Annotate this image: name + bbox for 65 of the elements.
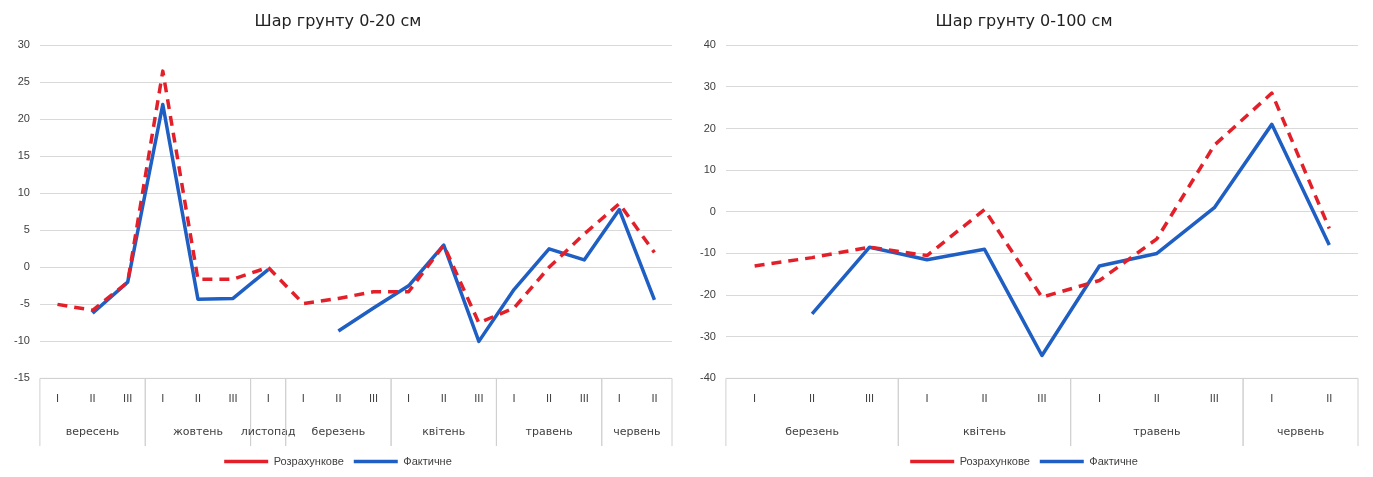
x-tick-label: II	[1326, 392, 1333, 405]
x-tick-label: III	[1037, 392, 1047, 405]
x-tick-label: I	[407, 392, 411, 405]
y-tick-label: 15	[17, 149, 30, 162]
x-tick-label: II	[89, 392, 96, 405]
legend-label: Розрахункове	[959, 454, 1030, 467]
x-tick-label: I	[161, 392, 165, 405]
x-tick-label: III	[579, 392, 589, 405]
x-tick-label: I	[1270, 392, 1274, 405]
text: травень	[1133, 424, 1181, 438]
chart-title: Шар грунту 0-100 см	[935, 10, 1113, 30]
text: червень	[613, 424, 661, 438]
y-tick-label: -40	[699, 371, 716, 384]
x-tick-label: I	[301, 392, 305, 405]
x-tick-label: I	[753, 392, 757, 405]
y-tick-label: 30	[17, 38, 30, 51]
x-tick-label: II	[546, 392, 553, 405]
y-tick-label: -10	[699, 246, 716, 259]
y-tick-label: 5	[23, 223, 30, 236]
legend-label: Розрахункове	[273, 454, 344, 467]
y-tick-label: 30	[703, 79, 716, 92]
x-tick-label: II	[194, 392, 201, 405]
y-tick-label: -10	[13, 334, 30, 347]
text: червень	[1276, 424, 1325, 438]
x-tick-label: II	[335, 392, 342, 405]
y-tick-label: 20	[17, 112, 30, 125]
chart-title: Шар грунту 0-20 см	[254, 10, 422, 30]
text: жовтень	[172, 424, 223, 438]
text: квітень	[962, 424, 1007, 438]
text: березень	[311, 424, 366, 438]
x-tick-label: II	[651, 392, 658, 405]
y-tick-label: 10	[17, 186, 30, 199]
x-tick-label: I	[1097, 392, 1101, 405]
text: травень	[525, 424, 573, 438]
x-tick-label: III	[123, 392, 133, 405]
y-tick-label: 40	[703, 38, 716, 51]
y-tick-label: -30	[699, 329, 716, 342]
x-tick-label: III	[864, 392, 875, 405]
x-tick-label: III	[228, 392, 238, 405]
text: березень	[785, 424, 839, 438]
y-tick-label: 0	[23, 260, 30, 273]
text: квітень	[422, 424, 466, 438]
y-tick-label: 0	[709, 204, 716, 217]
y-tick-label: 10	[703, 163, 716, 176]
x-tick-label: II	[440, 392, 447, 405]
x-tick-label: I	[617, 392, 621, 405]
x-tick-label: III	[1209, 392, 1219, 405]
legend-label: Фактичне	[403, 454, 452, 467]
y-tick-label: -15	[13, 371, 30, 384]
x-tick-label: II	[981, 392, 988, 405]
x-tick-label: II	[1153, 392, 1160, 405]
y-tick-label: 25	[17, 75, 30, 88]
legend-label: Фактичне	[1089, 454, 1138, 467]
x-tick-label: II	[809, 392, 816, 405]
y-tick-label: 20	[703, 121, 716, 134]
y-tick-label: -5	[20, 297, 30, 310]
x-tick-label: III	[474, 392, 484, 405]
x-tick-label: I	[266, 392, 270, 405]
text: листопад	[240, 424, 296, 438]
x-tick-label: III	[368, 392, 379, 405]
x-tick-label: I	[55, 392, 59, 405]
text: вересень	[65, 424, 120, 438]
y-tick-label: -20	[699, 288, 716, 301]
x-tick-label: I	[512, 392, 516, 405]
x-tick-label: I	[925, 392, 929, 405]
